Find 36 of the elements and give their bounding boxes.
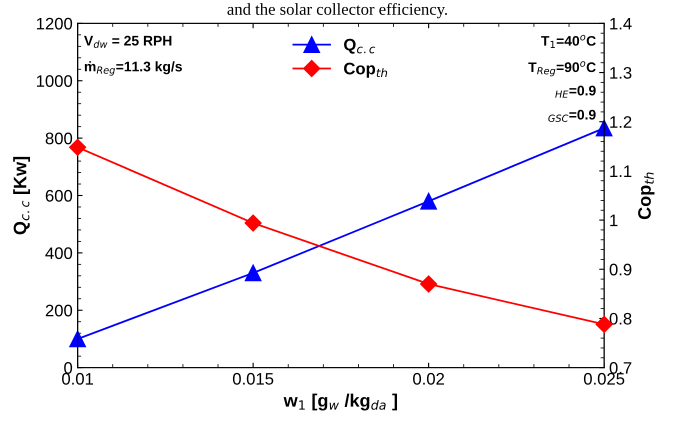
point: [244, 264, 262, 282]
y2-tick-label: 1.2: [610, 116, 632, 128]
y2-tick-label: 0.9: [610, 264, 632, 276]
y2-tick-label: 1: [610, 214, 618, 226]
y2-tick-label: 1.1: [610, 165, 632, 177]
x-tick-label: 0.01: [62, 372, 94, 385]
y-axis-title: Q$_{c.c}$ [Kw]: [13, 156, 30, 234]
x-tick-label: 0.025: [584, 372, 624, 385]
x-tick-label: 0.02: [413, 372, 444, 385]
annotation: V$_{dw}$ = 25 RPH: [84, 36, 172, 48]
y-tick-label: 600: [46, 190, 72, 202]
annotation: T$_{1}$=40$^{o}$C: [541, 34, 596, 48]
x-axis-title: w$_{1}$ [g$_{w}$ /kg$_{da}$ ]: [284, 394, 398, 410]
point: [420, 275, 438, 293]
y2-tick-label: 1.4: [610, 18, 632, 30]
annotation: ṁ$_{Reg}$=11.3 kg/s: [84, 61, 182, 76]
y-tick-label: 800: [46, 132, 72, 144]
annotation: $_{HE}$=0.9: [555, 86, 596, 98]
y-tick-label: 1200: [36, 18, 72, 30]
chart-title: and the solar collector efficiency.: [227, 2, 447, 18]
y-tick-label: 400: [45, 247, 72, 260]
legend-label: Q$_{c.c}$: [344, 38, 376, 54]
y-tick-label: 200: [46, 304, 72, 316]
point: [69, 330, 86, 348]
annotation: T$_{Reg}$=90$^{o}$C: [528, 61, 596, 76]
y2-tick-label: 0.8: [610, 312, 632, 325]
point: [420, 192, 437, 210]
y2-tick-label: 0.7: [610, 362, 632, 374]
y2-axis-title: Cop$_{th}$: [638, 172, 654, 220]
y2-tick-label: 1.3: [610, 66, 632, 79]
point: [244, 214, 262, 232]
y-tick-label: 1000: [36, 75, 72, 87]
x-tick-label: 0.015: [232, 372, 274, 385]
legend-label: Cop$_{th}$: [344, 62, 388, 78]
y-tick-label: 0: [64, 362, 72, 374]
annotation: $_{GSC}$=0.9: [548, 110, 596, 122]
